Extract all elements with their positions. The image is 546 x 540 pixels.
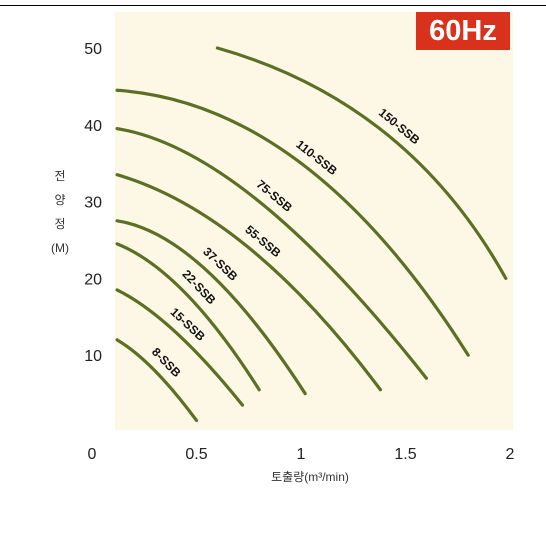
plot-background bbox=[115, 12, 513, 430]
curve-55-ssb bbox=[115, 173, 383, 392]
curve-37-ssb bbox=[115, 219, 307, 396]
top-rule bbox=[0, 5, 546, 6]
curve-150-ssb bbox=[215, 46, 508, 280]
curve-15-ssb bbox=[115, 288, 245, 407]
y-axis-label-part: 전 bbox=[54, 169, 65, 183]
curve-75-ssb bbox=[115, 127, 428, 380]
y-axis-label-part: 양 bbox=[54, 193, 65, 207]
y-axis-label: 전 양 정 (M) bbox=[51, 169, 69, 255]
curve-22-ssb bbox=[115, 242, 261, 392]
x-tick-label: 1.5 bbox=[394, 446, 416, 463]
curve-8-ssb bbox=[115, 338, 199, 423]
curve-110-ssb bbox=[115, 88, 470, 357]
y-tick-label: 50 bbox=[84, 41, 102, 58]
x-tick-label: 0 bbox=[88, 446, 97, 463]
y-tick-label: 40 bbox=[84, 118, 102, 135]
x-tick-labels: 0 0.5 1 1.5 2 bbox=[88, 446, 515, 463]
y-tick-label: 20 bbox=[84, 271, 102, 288]
y-tick-label: 30 bbox=[84, 195, 102, 212]
y-tick-label: 10 bbox=[84, 348, 102, 365]
y-axis-label-part: 정 bbox=[54, 217, 65, 231]
series-curves bbox=[115, 46, 508, 423]
y-tick-labels: 10 20 30 40 50 bbox=[84, 41, 102, 365]
x-axis-label: 토출량(m³/min) bbox=[271, 470, 349, 484]
x-tick-label: 0.5 bbox=[185, 446, 207, 463]
y-axis-label-part: (M) bbox=[51, 241, 69, 255]
frequency-badge: 60Hz bbox=[416, 12, 510, 50]
x-tick-label: 1 bbox=[297, 446, 306, 463]
x-tick-label: 2 bbox=[506, 446, 515, 463]
